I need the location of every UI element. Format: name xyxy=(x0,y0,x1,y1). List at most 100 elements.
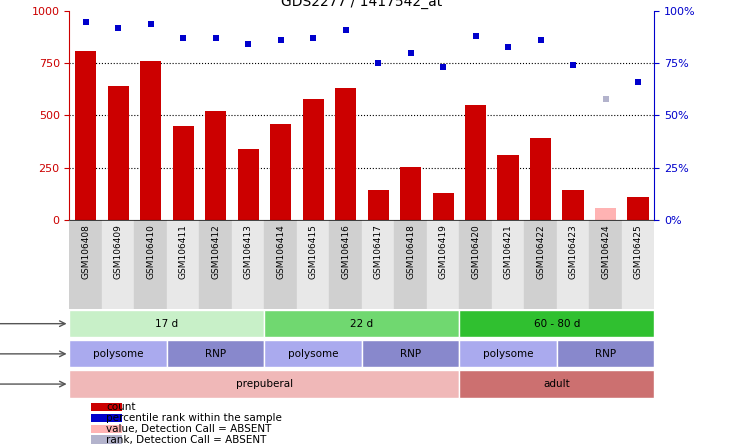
Point xyxy=(145,20,156,27)
Point xyxy=(307,35,319,42)
Title: GDS2277 / 1417542_at: GDS2277 / 1417542_at xyxy=(281,0,442,9)
Point xyxy=(80,18,91,25)
Bar xyxy=(589,220,622,309)
Text: count: count xyxy=(106,402,135,412)
Text: adult: adult xyxy=(543,379,570,389)
Text: percentile rank within the sample: percentile rank within the sample xyxy=(106,413,282,423)
Text: GSM106416: GSM106416 xyxy=(341,224,350,279)
Bar xyxy=(200,220,232,309)
Text: GSM106411: GSM106411 xyxy=(178,224,188,279)
Bar xyxy=(69,220,102,309)
Bar xyxy=(427,220,459,309)
Bar xyxy=(394,220,427,309)
Bar xyxy=(140,61,162,220)
Bar xyxy=(459,340,557,368)
Text: GSM106413: GSM106413 xyxy=(243,224,253,279)
Bar xyxy=(627,197,648,220)
Text: 17 d: 17 d xyxy=(156,319,178,329)
Text: polysome: polysome xyxy=(482,349,534,359)
Point xyxy=(275,37,287,44)
Bar xyxy=(557,220,589,309)
Text: GSM106423: GSM106423 xyxy=(569,224,577,279)
Point xyxy=(632,79,644,86)
Text: RNP: RNP xyxy=(595,349,616,359)
Bar xyxy=(91,436,122,444)
Text: 60 - 80 d: 60 - 80 d xyxy=(534,319,580,329)
Bar xyxy=(330,220,362,309)
Text: polysome: polysome xyxy=(93,349,143,359)
Bar xyxy=(167,340,265,368)
Bar xyxy=(91,403,122,411)
Bar xyxy=(465,105,486,220)
Point xyxy=(567,62,579,69)
Bar xyxy=(69,370,459,398)
Point xyxy=(113,24,124,32)
Bar xyxy=(595,208,616,220)
Bar xyxy=(492,220,524,309)
Text: GSM106415: GSM106415 xyxy=(308,224,317,279)
Text: RNP: RNP xyxy=(400,349,421,359)
Text: GSM106412: GSM106412 xyxy=(211,224,220,279)
Bar xyxy=(69,340,167,368)
Text: GSM106414: GSM106414 xyxy=(276,224,285,279)
Bar xyxy=(524,220,557,309)
Bar xyxy=(335,88,356,220)
Bar xyxy=(297,220,330,309)
Bar xyxy=(459,220,492,309)
Point xyxy=(405,49,417,56)
Bar xyxy=(433,193,454,220)
Bar xyxy=(622,220,654,309)
Bar xyxy=(167,220,200,309)
Point xyxy=(372,60,384,67)
Bar xyxy=(530,139,551,220)
Bar xyxy=(69,310,265,337)
Bar xyxy=(232,220,265,309)
Point xyxy=(210,35,221,42)
Bar xyxy=(303,99,324,220)
Bar xyxy=(91,414,122,422)
Point xyxy=(534,37,546,44)
Text: GSM106419: GSM106419 xyxy=(439,224,447,279)
Text: GSM106424: GSM106424 xyxy=(601,224,610,279)
Bar xyxy=(400,166,421,220)
Text: GSM106425: GSM106425 xyxy=(634,224,643,279)
Bar xyxy=(265,220,297,309)
Point xyxy=(599,95,611,102)
Text: polysome: polysome xyxy=(288,349,338,359)
Bar xyxy=(135,220,167,309)
Bar xyxy=(362,340,459,368)
Bar xyxy=(562,190,583,220)
Bar xyxy=(270,124,291,220)
Text: RNP: RNP xyxy=(205,349,226,359)
Point xyxy=(242,41,254,48)
Bar xyxy=(498,155,518,220)
Bar xyxy=(459,310,654,337)
Text: GSM106410: GSM106410 xyxy=(146,224,155,279)
Bar xyxy=(205,111,226,220)
Text: value, Detection Call = ABSENT: value, Detection Call = ABSENT xyxy=(106,424,271,434)
Text: GSM106408: GSM106408 xyxy=(81,224,90,279)
Text: rank, Detection Call = ABSENT: rank, Detection Call = ABSENT xyxy=(106,435,266,444)
Point xyxy=(178,35,189,42)
Point xyxy=(437,64,449,71)
Bar xyxy=(557,340,654,368)
Point xyxy=(340,26,352,33)
Bar xyxy=(107,86,129,220)
Bar xyxy=(459,370,654,398)
Bar xyxy=(265,340,362,368)
Point xyxy=(502,43,514,50)
Bar xyxy=(362,220,394,309)
Bar xyxy=(265,310,459,337)
Bar xyxy=(102,220,135,309)
Bar xyxy=(238,149,259,220)
Bar xyxy=(91,425,122,433)
Bar xyxy=(173,126,194,220)
Text: GSM106421: GSM106421 xyxy=(504,224,512,279)
Bar xyxy=(368,190,389,220)
Text: GSM106418: GSM106418 xyxy=(406,224,415,279)
Bar xyxy=(75,51,96,220)
Text: 22 d: 22 d xyxy=(350,319,374,329)
Text: GSM106409: GSM106409 xyxy=(114,224,123,279)
Text: prepuberal: prepuberal xyxy=(236,379,293,389)
Text: GSM106422: GSM106422 xyxy=(536,224,545,279)
